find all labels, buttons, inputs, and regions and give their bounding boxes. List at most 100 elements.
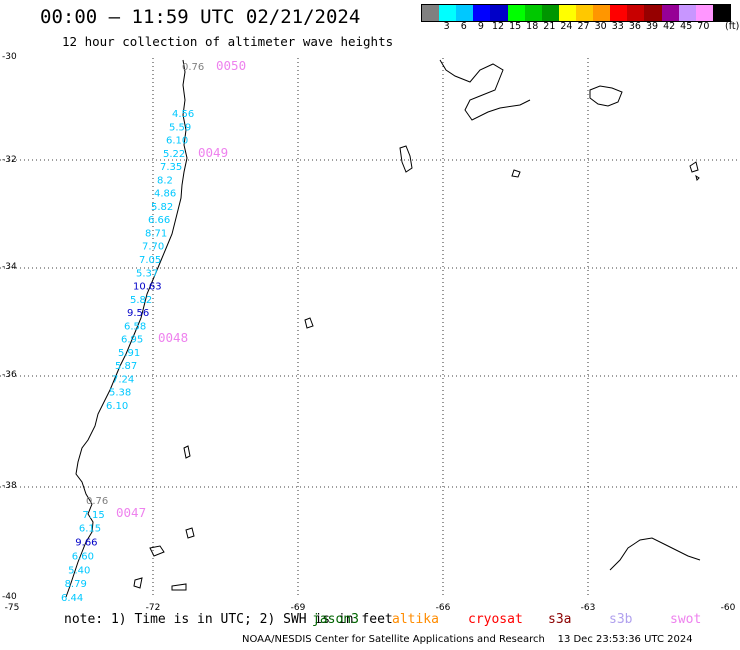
satellite-swot: swot [670, 612, 702, 627]
swh-value-label: 5.87 [115, 361, 137, 372]
island-e [304, 317, 314, 329]
east-coast-south [609, 537, 701, 571]
legend-swatch [695, 5, 713, 21]
legend-swatch [507, 5, 525, 21]
swh-value-label: 10.63 [133, 282, 162, 293]
valdes-peninsula [589, 85, 623, 107]
swh-value-label: 8.71 [145, 228, 167, 239]
swh-value-label: 5.38 [109, 388, 131, 399]
island-d [695, 174, 700, 181]
legend-swatch [610, 5, 628, 21]
legend-tick-label: 39 [645, 21, 659, 32]
map-subtitle: 12 hour collection of altimeter wave hei… [62, 34, 394, 49]
lat-label-36: -36 [2, 370, 17, 380]
pass-label-0049: 0049 [198, 145, 228, 160]
lon-label-69: -69 [290, 603, 306, 613]
lat-label-30: -30 [2, 52, 17, 62]
swh-value-label: 6.15 [79, 524, 101, 535]
island-c [689, 161, 699, 173]
color-scale-labels: 3 6 9 12 15 18 21 24 27 30 33 36 39 42 45 70 [421, 21, 729, 33]
legend-swatch [575, 5, 594, 21]
island-a [399, 145, 413, 173]
swh-value-label: 5.82 [151, 202, 173, 213]
swh-value-label: 9.66 [75, 538, 97, 549]
swh-value-label: 6.95 [121, 335, 143, 346]
swh-value-label: 6.60 [72, 551, 94, 562]
swh-value-label: 4.86 [154, 189, 176, 200]
legend-swatch [422, 5, 440, 21]
swh-value-label: 5.91 [118, 348, 140, 359]
swh-value-label: 5.59 [169, 122, 191, 133]
satellite-altika: altika [392, 612, 439, 627]
satellite-cryosat: cryosat [468, 612, 523, 627]
legend-swatch [678, 5, 696, 21]
legend-tick-label: 45 [680, 21, 693, 32]
legend-tick-label: 30 [594, 21, 607, 32]
legend-tick-label: 27 [577, 21, 590, 32]
legend-swatch [558, 5, 576, 21]
legend-tick-label: 33 [611, 21, 624, 32]
legend-swatch [661, 5, 679, 21]
legend-tick-label: 21 [543, 21, 556, 32]
swh-value-label: 5.37 [136, 268, 158, 279]
lat-label-32: -32 [2, 155, 17, 165]
pass-label-0047: 0047 [116, 505, 146, 520]
chile-coastline [65, 59, 188, 598]
map-title: 00:00 – 11:59 UTC 02/21/2024 [40, 6, 361, 28]
coastlines [65, 59, 701, 598]
swh-value-label: 6.44 [61, 593, 83, 604]
swh-values-layer: 0.76 4.56 5.59 6.10 5.22 7.35 8.2 4.86 5.82 6.66 8… [61, 62, 204, 604]
lon-label-75: -75 [4, 603, 20, 613]
swh-value-label: 0.76 [86, 496, 108, 507]
legend-tick-label: 12 [491, 21, 505, 32]
swh-value-label: 8.2 [157, 175, 173, 186]
color-scale-legend [421, 4, 731, 22]
island-f [183, 445, 191, 459]
swh-value-label: 0.76 [182, 62, 204, 73]
swh-value-label: 6.10 [106, 401, 128, 412]
legend-swatch [627, 5, 645, 21]
swh-value-label: 9.56 [127, 308, 149, 319]
graticule [0, 58, 740, 598]
lon-label-72: -72 [145, 603, 161, 613]
swh-value-label: 7.35 [160, 162, 182, 173]
pass-label-0050: 0050 [216, 58, 246, 73]
swh-value-label: 7.05 [139, 255, 161, 266]
legend-tick-label: 6 [460, 21, 467, 32]
lat-label-40: -40 [2, 592, 17, 602]
argentina-coastline [439, 59, 531, 121]
legend-tick-label: 24 [560, 21, 573, 32]
swh-value-label: 6.66 [148, 215, 170, 226]
legend-tick-label: 9 [477, 21, 484, 32]
legend-tick-label: 36 [628, 21, 641, 32]
color-scale-unit: (ft) [725, 21, 740, 32]
satellite-jason3: jason3 [312, 612, 359, 627]
swh-value-label: 5.40 [68, 565, 90, 576]
lon-label-66: -66 [435, 603, 451, 613]
legend-tick-label: 3 [443, 21, 450, 32]
legend-tick-label: 70 [697, 21, 710, 32]
legend-swatch [473, 5, 491, 21]
swh-value-label: 6.58 [124, 321, 146, 332]
swh-value-label: 6.10 [166, 136, 188, 147]
legend-tick-label: 42 [663, 21, 676, 32]
island-g [149, 545, 165, 557]
swh-value-label: 7.24 [112, 374, 134, 385]
lon-label-60: -60 [720, 603, 736, 613]
footnote: note: 1) Time is in UTC; 2) SWH is in fe… [64, 612, 393, 627]
island-b [511, 169, 521, 178]
legend-swatch [524, 5, 542, 21]
pass-label-0048: 0048 [158, 330, 188, 345]
lat-label-34: -34 [2, 262, 17, 272]
satellite-s3a: s3a [548, 612, 572, 627]
footer-timestamp: 13 Dec 23:53:36 UTC 2024 [557, 634, 693, 645]
lon-label-63: -63 [580, 603, 596, 613]
swh-value-label: 5.82 [130, 295, 152, 306]
legend-tick-label: 15 [509, 21, 522, 32]
legend-tick-label: 18 [526, 21, 539, 32]
swh-value-label: 7.15 [82, 510, 104, 521]
swh-value-label: 8.79 [65, 579, 87, 590]
legend-swatch [593, 5, 611, 21]
